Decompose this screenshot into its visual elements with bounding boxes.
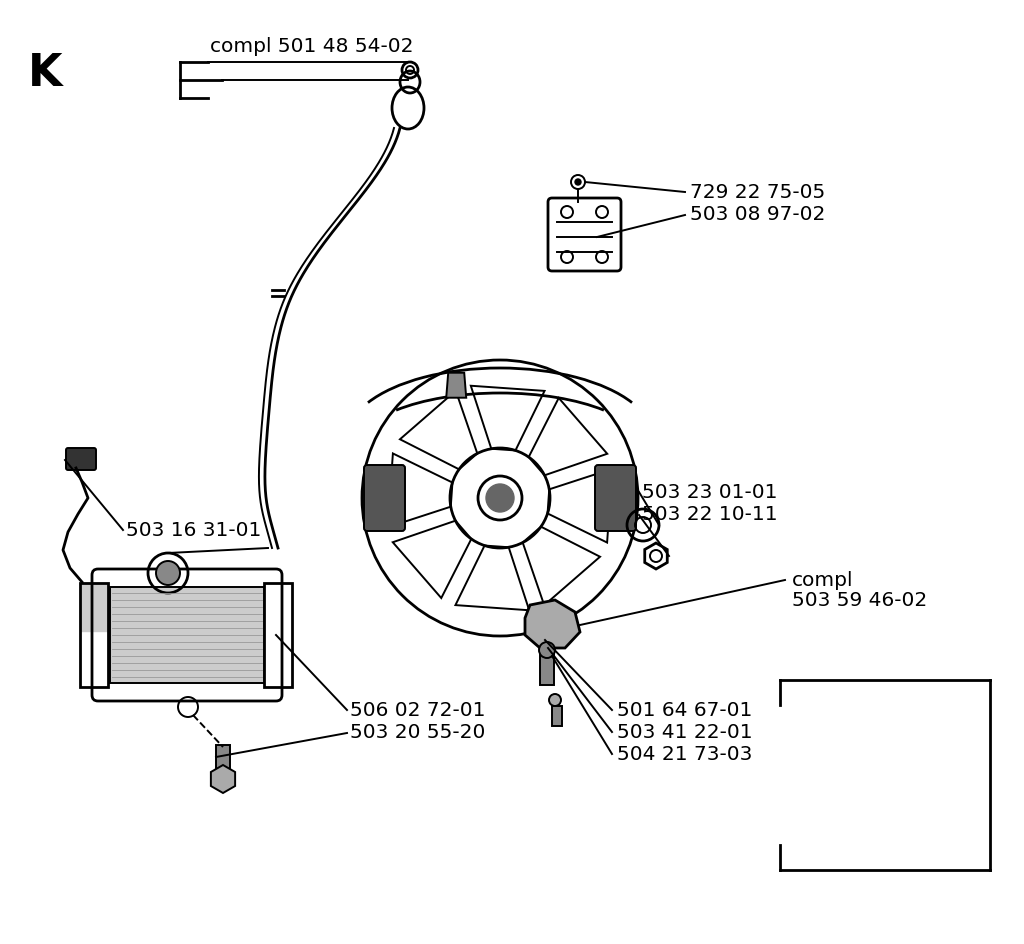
Text: 503 59 46-02: 503 59 46-02 (792, 591, 928, 610)
Text: 506 02 72-01: 506 02 72-01 (350, 700, 485, 719)
Text: 503 41 22-01: 503 41 22-01 (617, 722, 753, 741)
Text: 501 64 67-01: 501 64 67-01 (617, 700, 753, 719)
Bar (110, 587, 264, 683)
Polygon shape (446, 373, 466, 397)
FancyBboxPatch shape (595, 465, 636, 531)
Polygon shape (80, 583, 108, 631)
Text: 503 08 97-02: 503 08 97-02 (690, 206, 825, 225)
FancyBboxPatch shape (66, 448, 96, 470)
Polygon shape (525, 600, 580, 648)
Text: compl: compl (792, 570, 853, 589)
Text: 503 16 31-01: 503 16 31-01 (126, 520, 261, 540)
Circle shape (575, 179, 581, 185)
Circle shape (549, 694, 561, 706)
Bar (540, 655, 554, 685)
Circle shape (539, 642, 555, 658)
Circle shape (156, 561, 180, 585)
Text: 729 22 75-05: 729 22 75-05 (690, 182, 825, 201)
Bar (264, 583, 292, 687)
Bar (216, 745, 230, 770)
Text: 503 23 01-01: 503 23 01-01 (642, 482, 777, 501)
Bar (80, 583, 108, 687)
Text: 503 20 55-20: 503 20 55-20 (350, 723, 485, 743)
Text: 503 22 10-11: 503 22 10-11 (642, 505, 777, 525)
Text: compl 501 48 54-02: compl 501 48 54-02 (210, 37, 414, 56)
Text: K: K (28, 52, 62, 95)
Bar (552, 706, 562, 726)
FancyBboxPatch shape (364, 465, 406, 531)
Text: 504 21 73-03: 504 21 73-03 (617, 745, 753, 764)
Circle shape (486, 484, 514, 512)
